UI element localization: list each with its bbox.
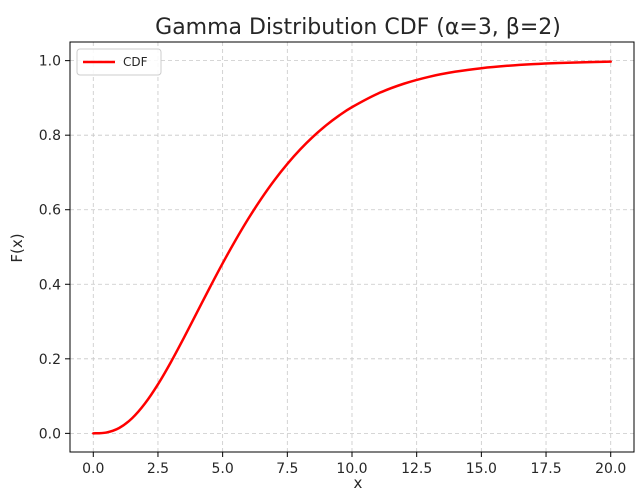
series-line-cdf — [92, 60, 612, 435]
x-axis-label: x — [354, 474, 363, 492]
x-tick-label: 0.0 — [82, 461, 104, 477]
x-tick-label: 7.5 — [276, 461, 298, 477]
legend-box — [76, 48, 162, 76]
y-tick-label: 0.6 — [39, 203, 61, 219]
x-tick-label: 5.0 — [212, 461, 234, 477]
y-tick-label: 0.2 — [39, 352, 61, 368]
y-tick-label: 1.0 — [39, 54, 61, 70]
y-tick-label: 0.0 — [39, 426, 61, 442]
ticks: 0.0 2.5 5.0 7.5 10.0 12.5 15.0 17.5 20.0 0.0 0.2 0.… — [39, 54, 627, 477]
y-tick-label: 0.8 — [39, 128, 61, 144]
series-layer — [92, 60, 612, 435]
legend: CDF — [76, 48, 162, 76]
y-tick-label: 0.4 — [39, 277, 61, 293]
x-tick-label: 10.0 — [336, 461, 367, 477]
chart-title: Gamma Distribution CDF (α=3, β=2) — [155, 15, 561, 40]
x-tick-label: 15.0 — [466, 461, 497, 477]
x-tick-label: 20.0 — [595, 461, 626, 477]
grid — [70, 42, 634, 452]
legend-label-cdf: CDF — [123, 55, 148, 69]
x-tick-label: 12.5 — [401, 461, 432, 477]
x-tick-label: 17.5 — [530, 461, 561, 477]
y-axis-label: F(x) — [8, 233, 26, 262]
x-tick-label: 2.5 — [147, 461, 169, 477]
